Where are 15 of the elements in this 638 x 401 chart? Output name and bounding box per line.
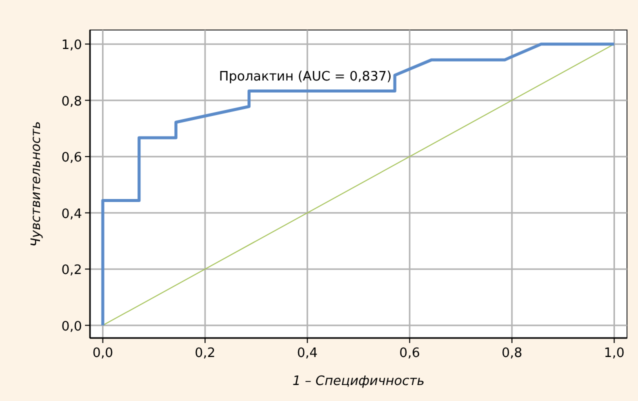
y-axis-title: Чувствительность	[29, 121, 44, 247]
y-tick-label: 0,2	[61, 263, 82, 278]
x-tick-label: 0,0	[92, 346, 114, 361]
x-tick-label: 0,6	[399, 346, 420, 361]
x-tick-label: 0,2	[194, 346, 216, 361]
x-tick-label: 0,4	[297, 346, 318, 361]
x-axis-title: 1 – Специфичность	[292, 374, 424, 389]
y-tick-label: 0,4	[61, 206, 82, 222]
y-tick-label: 0,6	[61, 150, 82, 166]
annotation: Пролактин (AUC = 0,837)	[218, 70, 392, 85]
y-tick-label: 1,0	[61, 38, 82, 54]
y-tick-label: 0,0	[61, 319, 82, 334]
y-tick-label: 0,8	[61, 94, 82, 110]
x-tick-label: 0,8	[502, 346, 522, 361]
x-tick-label: 1,0	[604, 346, 625, 361]
